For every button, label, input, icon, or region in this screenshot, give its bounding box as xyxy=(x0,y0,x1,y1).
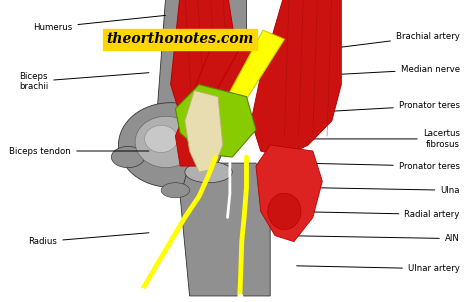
Text: Radial artery: Radial artery xyxy=(287,210,460,219)
Ellipse shape xyxy=(268,193,301,230)
Polygon shape xyxy=(171,0,237,121)
Text: Humerus: Humerus xyxy=(33,15,165,32)
Text: Brachial artery: Brachial artery xyxy=(311,32,460,51)
Text: Ulna: Ulna xyxy=(292,186,460,195)
Polygon shape xyxy=(256,145,322,242)
Polygon shape xyxy=(185,91,223,172)
Ellipse shape xyxy=(135,116,197,168)
Polygon shape xyxy=(211,30,284,133)
Text: AIN: AIN xyxy=(283,234,460,243)
Ellipse shape xyxy=(185,162,232,183)
Text: Biceps
brachii: Biceps brachii xyxy=(19,72,149,91)
Ellipse shape xyxy=(111,146,145,168)
Text: Median nerve: Median nerve xyxy=(320,65,460,76)
Ellipse shape xyxy=(145,125,178,153)
Text: Biceps tendon: Biceps tendon xyxy=(9,146,149,156)
Text: Pronator teres: Pronator teres xyxy=(301,162,460,171)
Polygon shape xyxy=(180,163,270,296)
Ellipse shape xyxy=(161,183,190,198)
Polygon shape xyxy=(190,36,275,145)
Text: theorthonotes.com: theorthonotes.com xyxy=(107,32,254,46)
Polygon shape xyxy=(251,0,341,157)
Polygon shape xyxy=(175,85,256,157)
Text: Lacertus
fibrosus: Lacertus fibrosus xyxy=(306,129,460,149)
Polygon shape xyxy=(175,30,246,166)
Text: Ulnar artery: Ulnar artery xyxy=(297,264,460,273)
Ellipse shape xyxy=(118,103,223,187)
Text: Radius: Radius xyxy=(28,233,149,246)
Text: Pronator teres: Pronator teres xyxy=(325,101,460,111)
Polygon shape xyxy=(156,0,246,145)
